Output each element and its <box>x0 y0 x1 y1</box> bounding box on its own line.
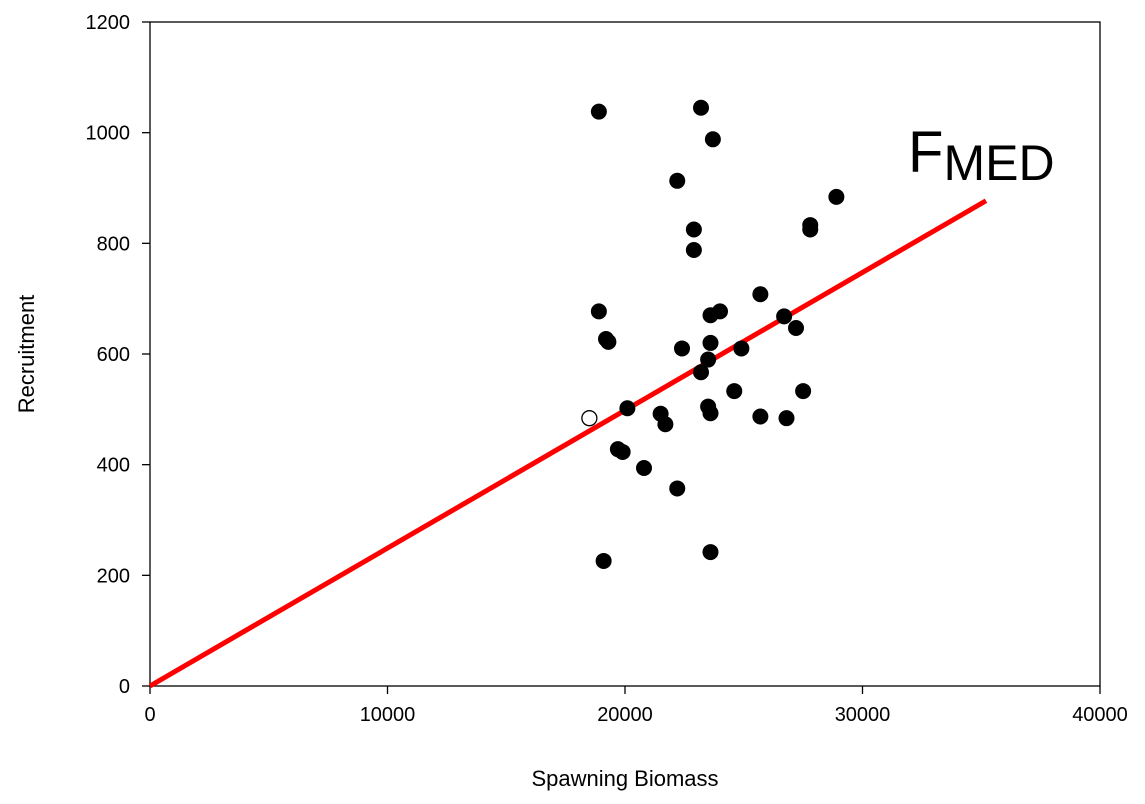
data-point <box>752 408 769 425</box>
data-point <box>657 416 674 433</box>
data-point <box>693 99 709 116</box>
data-point <box>733 340 750 357</box>
y-tick-label: 400 <box>97 455 130 477</box>
data-point <box>590 103 607 120</box>
data-point <box>726 383 743 400</box>
data-point <box>669 480 686 497</box>
data-point <box>778 410 795 427</box>
data-point <box>619 400 636 417</box>
data-point-open <box>581 410 598 427</box>
x-tick-label: 20000 <box>597 704 653 726</box>
y-tick-label: 0 <box>119 676 130 698</box>
fmed-label-main: F <box>908 120 943 185</box>
data-point <box>685 241 702 258</box>
x-tick-label: 30000 <box>835 704 891 726</box>
y-tick-label: 1200 <box>86 12 131 34</box>
y-tick-label: 200 <box>97 565 130 587</box>
data-point <box>636 459 652 476</box>
data-point <box>669 172 686 189</box>
y-tick-label: 600 <box>97 344 130 366</box>
data-point <box>595 552 612 569</box>
x-axis-title: Spawning Biomass <box>531 766 718 791</box>
data-point <box>702 405 719 422</box>
data-point <box>776 308 793 325</box>
data-point <box>795 383 812 400</box>
x-tick-label: 0 <box>144 704 155 726</box>
data-point <box>685 221 702 238</box>
x-tick-label: 10000 <box>360 704 416 726</box>
fmed-label-subscript: MED <box>943 135 1054 191</box>
fmed-line <box>148 198 988 689</box>
data-point <box>700 351 717 368</box>
data-point <box>702 544 719 561</box>
data-point <box>702 334 719 351</box>
data-point <box>828 188 845 205</box>
axis-tick-labels: 0 10000 20000 30000 40000 0 200 400 600 800 1000 12… <box>86 12 1128 726</box>
plot-frame <box>149 21 1101 687</box>
x-tick-label: 40000 <box>1072 704 1128 726</box>
fmed-label: FMED <box>908 120 1055 191</box>
data-point <box>702 307 719 324</box>
data-point <box>614 443 631 460</box>
y-tick-label: 800 <box>97 233 130 255</box>
data-point <box>693 364 709 381</box>
data-point <box>674 340 690 357</box>
y-axis-title: Recruitment <box>14 295 39 414</box>
data-point <box>704 131 721 148</box>
data-points <box>581 99 845 569</box>
y-tick-label: 1000 <box>86 123 131 145</box>
data-point <box>752 286 769 303</box>
axis-ticks <box>142 21 1101 694</box>
data-point <box>788 319 804 336</box>
data-point <box>590 303 607 320</box>
data-point <box>802 221 819 238</box>
data-point <box>600 333 617 350</box>
